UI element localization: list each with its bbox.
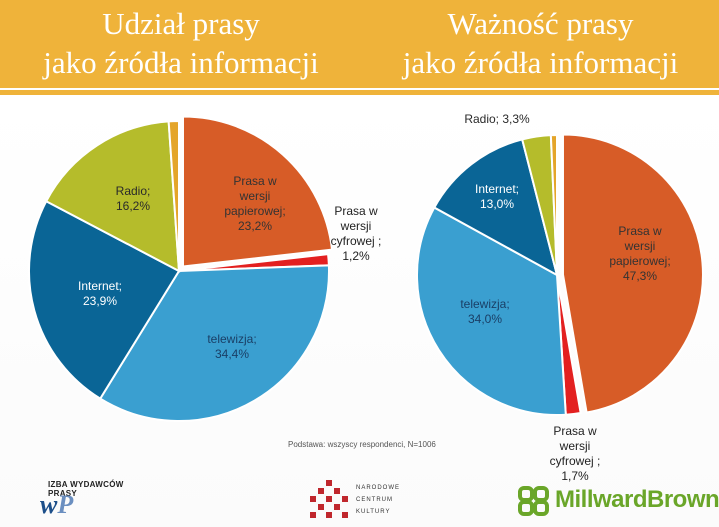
pie-slice: [549, 133, 558, 276]
pie-slice: [44, 120, 181, 273]
data-label: Internet; 13,0%: [475, 182, 519, 211]
data-label: Prasa w wersji papierowej; 47,3%: [609, 224, 670, 283]
data-label: telewizja; 34,0%: [460, 297, 509, 326]
izba-logo-mark: wP: [40, 490, 74, 519]
millward-brown-logo: MillwardBrown: [517, 485, 719, 519]
izba-logo-text: IZBA WYDAWCÓW PRASY: [48, 480, 124, 498]
title-right: Ważność prasy jako źródła informacji: [402, 6, 679, 80]
data-label: Prasa w wersji papierowej; 23,2%: [224, 174, 285, 233]
data-label: Radio; 3,3%: [464, 112, 530, 126]
millward-brown-text: MillwardBrown: [555, 486, 719, 513]
data-label: Prasa w wersji cyfrowej ; 1,7%: [550, 424, 601, 483]
data-label: telewizja; 34,4%: [207, 332, 256, 361]
nck-line: KULTURY: [356, 509, 391, 515]
nck-logo: NARODOWE CENTRUM KULTURY: [310, 480, 400, 524]
header-bar: [0, 0, 719, 88]
title-left: Udział prasy jako źródła informacji: [43, 6, 319, 80]
footnote: Podstawa: wszyscy respondenci, N=1006: [288, 440, 436, 449]
pie-slice: [561, 133, 704, 414]
data-label: Prasa w wersji cyfrowej ; 1,2%: [331, 204, 382, 263]
header-divider: [0, 90, 719, 95]
nck-logo-text: NARODOWE CENTRUM KULTURY: [356, 482, 400, 518]
data-label: Internet; 23,9%: [78, 279, 122, 308]
millward-brown-mark: [518, 486, 549, 516]
nck-line: CENTRUM: [356, 497, 393, 503]
izba-logo: IZBA WYDAWCÓW PRASY wP: [40, 480, 140, 524]
nck-logo-mark: [310, 480, 348, 518]
pie-slice: [28, 199, 181, 401]
pie-slice: [167, 119, 180, 272]
nck-line: NARODOWE: [356, 485, 400, 491]
pie-slice: [98, 264, 330, 422]
pie-slice: [432, 138, 559, 277]
pie-slice: [181, 115, 334, 268]
data-label: Radio; 16,2%: [116, 184, 151, 213]
